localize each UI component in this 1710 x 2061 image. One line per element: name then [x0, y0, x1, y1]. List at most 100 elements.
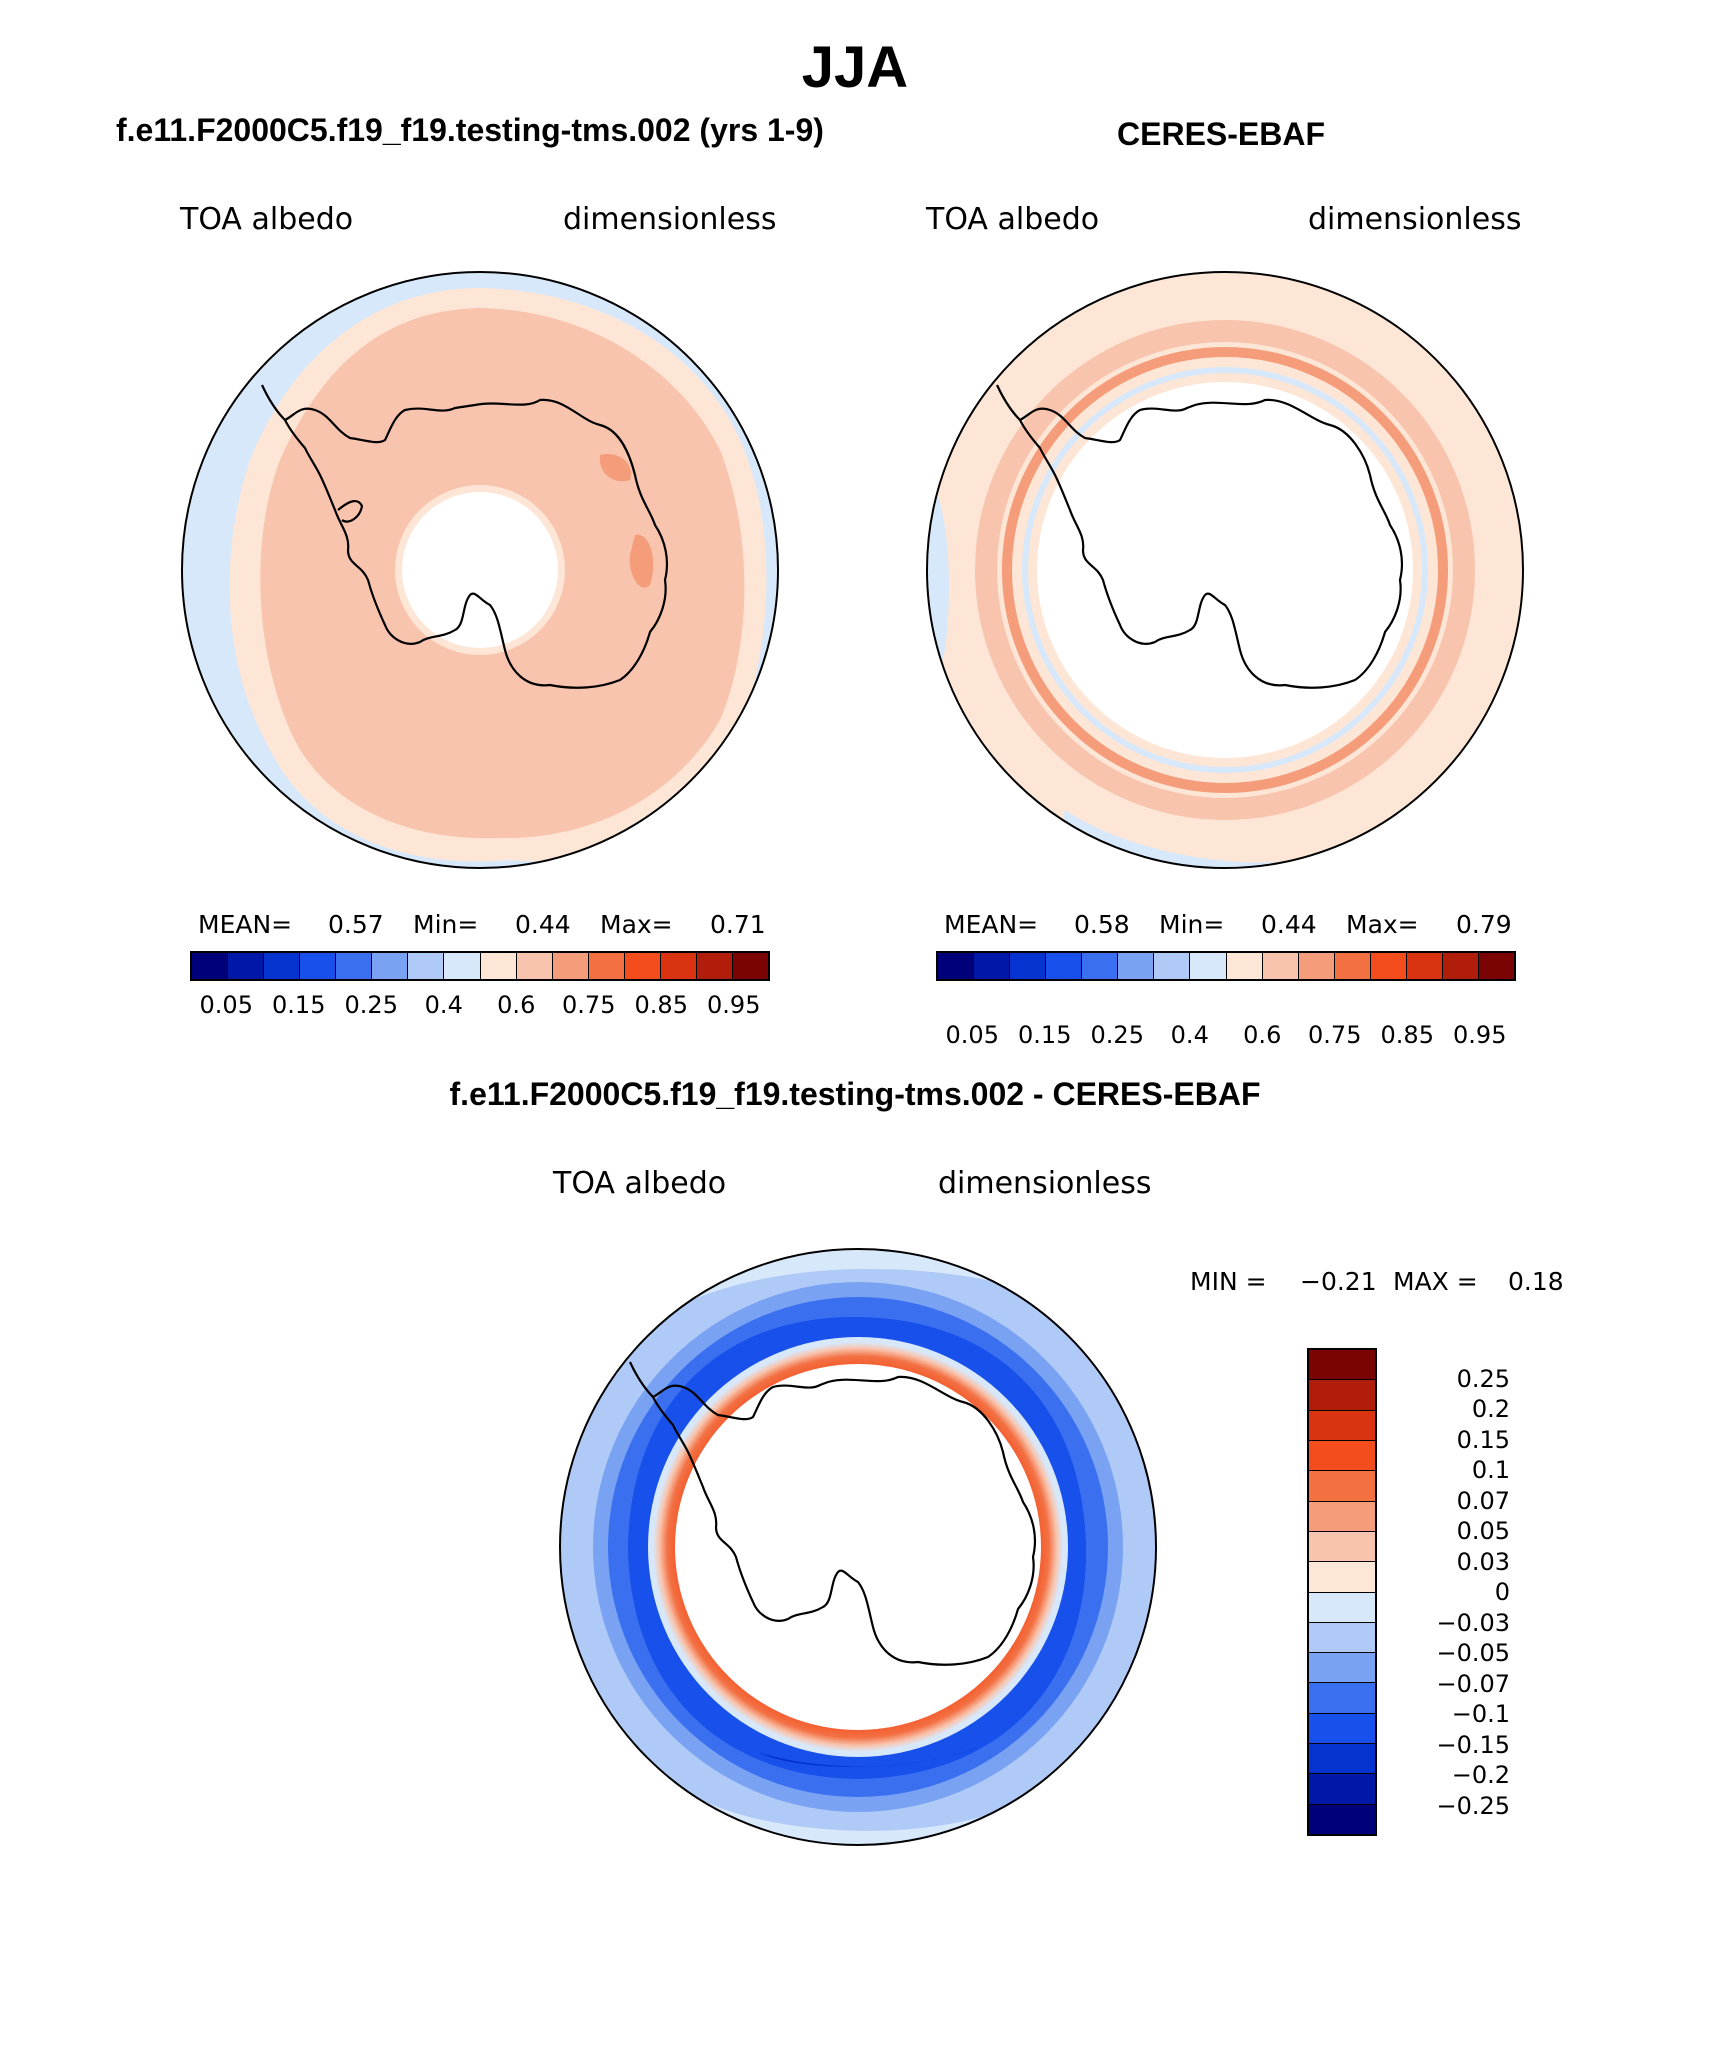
colorbar-segment	[1298, 953, 1335, 979]
panel-title-diff: f.e11.F2000C5.f19_f19.testing-tms.002 - …	[449, 1076, 1261, 1112]
colorbar-tick-label: 0.07	[1456, 1486, 1510, 1515]
units-label-model: dimensionless	[563, 202, 777, 237]
colorbar-segment	[1370, 953, 1407, 979]
colorbar-ticks-diff: 0.25 0.2 0.15 0.1 0.07 0.05 0.03 0 −0.03 −0.05 −0.…	[1390, 1348, 1510, 1836]
colorbar-segment	[1309, 1350, 1375, 1381]
contour-0.4-ring	[1022, 367, 1428, 773]
map-border	[181, 271, 779, 869]
colorbar-tick-label: 0.75	[1308, 1021, 1362, 1049]
colorbar-segment	[1118, 953, 1155, 979]
max-label-model: Max=	[600, 910, 673, 939]
contour-0.85-ring	[1002, 347, 1448, 793]
colorbar-segment	[732, 953, 768, 979]
colorbar-model	[190, 951, 770, 981]
colorbar-ticks-obs: 0.05 0.15 0.25 0.4 0.6 0.75 0.85 0.95	[936, 1021, 1516, 1051]
panel-title-obs: CERES-EBAF	[1117, 116, 1326, 152]
colorbar-tick-label: −0.2	[1451, 1761, 1510, 1789]
colorbar-segment	[336, 953, 373, 979]
colorbar-segment	[1154, 953, 1191, 979]
colorbar-tick-label: 0.4	[1170, 1021, 1209, 1049]
colorbar-segment	[974, 953, 1011, 979]
max-value-obs: 0.79	[1456, 910, 1512, 939]
colorbar-tick-label: 0.6	[1243, 1021, 1282, 1049]
colorbar-tick-label: 0.05	[1456, 1517, 1510, 1545]
colorbar-segment	[1309, 1562, 1375, 1593]
colorbar-segment	[1046, 953, 1083, 979]
max-value-diff: 0.18	[1508, 1267, 1564, 1296]
var-label-diff: TOA albedo	[553, 1166, 727, 1201]
albedo-patch-east	[629, 534, 654, 588]
antarctica-coastline	[1018, 398, 1404, 689]
colorbar-obs	[936, 951, 1516, 981]
colorbar-segment	[1309, 1774, 1375, 1805]
colorbar-segment	[1262, 953, 1299, 979]
max-label-diff: MAX =	[1393, 1267, 1478, 1296]
polar-no-data	[675, 1364, 1041, 1730]
colorbar-segment	[1082, 953, 1119, 979]
polar-map-obs	[926, 271, 1524, 869]
colorbar-segment	[1478, 953, 1514, 979]
colorbar-tick-label: 0.4	[424, 991, 463, 1019]
min-label-diff: MIN =	[1190, 1267, 1267, 1296]
colorbar-segment	[300, 953, 337, 979]
colorbar-tick-label: 0.85	[634, 991, 688, 1019]
colorbar-segment	[192, 953, 229, 979]
ross-ice-coast	[337, 500, 364, 523]
colorbar-tick-label: 0.1	[1471, 1456, 1510, 1484]
colorbar-tick-label: 0.85	[1380, 1021, 1434, 1049]
antarctica-coastline	[651, 1375, 1037, 1666]
mean-value-obs: 0.58	[1074, 910, 1130, 939]
colorbar-tick-label: 0.25	[1456, 1364, 1510, 1393]
map-border	[926, 271, 1524, 869]
colorbar-segment	[1309, 1501, 1375, 1532]
antarctica-coastline	[283, 398, 669, 689]
colorbar-segment	[588, 953, 625, 979]
colorbar-tick-label: 0	[1494, 1578, 1510, 1606]
mean-value-model: 0.57	[328, 910, 384, 939]
colorbar-segment	[1309, 1622, 1375, 1654]
polar-map-model	[181, 271, 779, 869]
colorbar-segment	[1309, 1713, 1375, 1745]
colorbar-segment	[660, 953, 697, 979]
colorbar-segment	[1406, 953, 1443, 979]
min-label-model: Min=	[413, 910, 479, 939]
colorbar-tick-label: 0.6	[497, 991, 536, 1019]
max-label-obs: Max=	[1346, 910, 1419, 939]
antarctic-peninsula	[996, 384, 1021, 421]
colorbar-segment	[1309, 1471, 1375, 1502]
colorbar-segment	[1309, 1592, 1375, 1623]
units-label-diff: dimensionless	[938, 1166, 1152, 1201]
colorbar-segment	[1309, 1440, 1375, 1472]
colorbar-tick-label: 0.25	[1090, 1021, 1144, 1049]
colorbar-ticks-model: 0.05 0.15 0.25 0.4 0.6 0.75 0.85 0.95	[190, 991, 770, 1021]
colorbar-tick-label: 0.15	[272, 991, 326, 1019]
colorbar-tick-label: −0.05	[1436, 1639, 1510, 1667]
albedo-patch-ne	[599, 454, 631, 482]
colorbar-segment	[1309, 1531, 1375, 1563]
colorbar-tick-label: −0.07	[1436, 1669, 1510, 1698]
colorbar-diff	[1307, 1348, 1377, 1836]
polar-map-diff	[559, 1248, 1157, 1846]
colorbar-segment	[1309, 1744, 1375, 1775]
var-label-model: TOA albedo	[180, 202, 354, 237]
colorbar-segment	[480, 953, 517, 979]
colorbar-tick-label: 0.95	[707, 991, 761, 1019]
colorbar-tick-label: −0.15	[1436, 1730, 1510, 1759]
colorbar-segment	[264, 953, 301, 979]
min-value-model: 0.44	[515, 910, 571, 939]
mean-label-obs: MEAN=	[944, 910, 1039, 939]
colorbar-segment	[372, 953, 409, 979]
colorbar-tick-label: 0.25	[344, 991, 398, 1019]
colorbar-segment	[444, 953, 481, 979]
colorbar-segment	[228, 953, 265, 979]
figure-title: JJA	[801, 35, 909, 100]
colorbar-segment	[624, 953, 661, 979]
antarctic-peninsula	[261, 384, 286, 421]
colorbar-segment	[408, 953, 445, 979]
colorbar-tick-label: 0.2	[1471, 1395, 1510, 1423]
min-label-obs: Min=	[1159, 910, 1225, 939]
panel-title-model: f.e11.F2000C5.f19_f19.testing-tms.002 (y…	[116, 112, 824, 148]
colorbar-segment	[1010, 953, 1047, 979]
max-value-model: 0.71	[710, 910, 766, 939]
antarctic-peninsula	[629, 1361, 654, 1398]
